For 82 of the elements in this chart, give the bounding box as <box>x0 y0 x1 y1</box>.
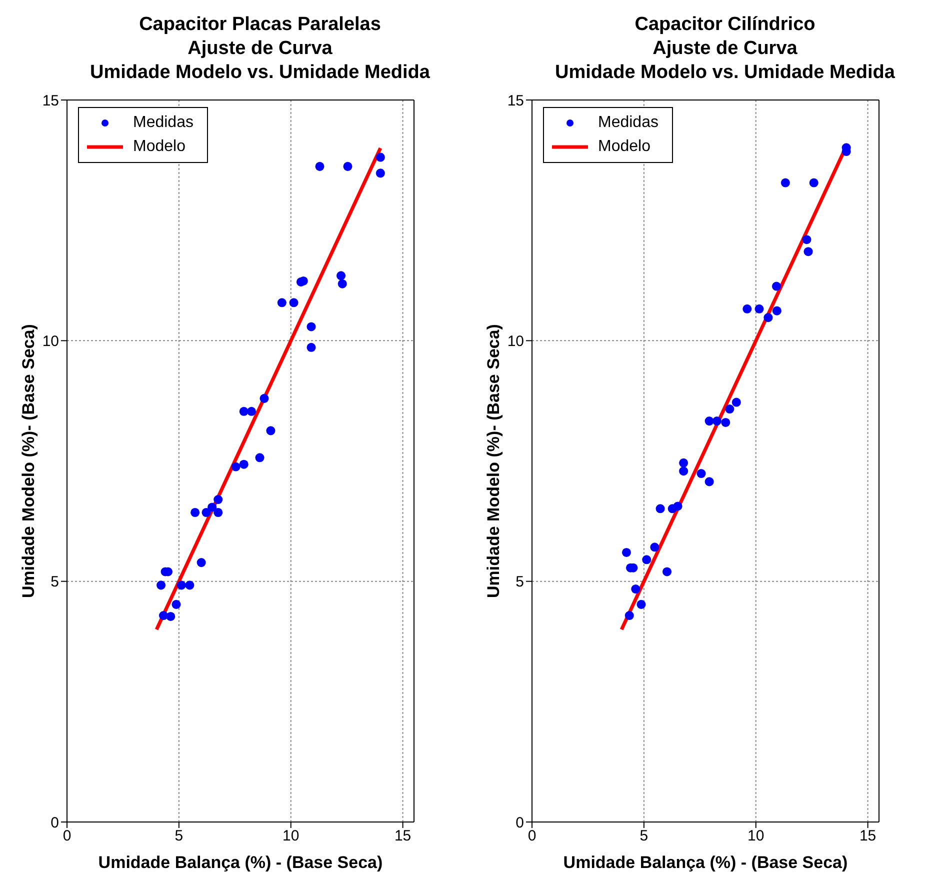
y-tick-label: 15 <box>42 92 59 110</box>
point <box>742 304 752 314</box>
y-tick-label: 5 <box>516 574 524 591</box>
point <box>289 298 298 308</box>
point <box>266 426 276 436</box>
x-axis-title: Umidade Balança (%) - (Base Seca) <box>98 853 383 872</box>
point <box>343 162 352 171</box>
point <box>202 508 211 518</box>
legend-label: Medidas <box>133 113 194 133</box>
point <box>772 282 781 291</box>
point <box>306 322 316 332</box>
x-tick-label: 15 <box>859 828 876 845</box>
legend-label: Modelo <box>133 137 186 157</box>
x-tick-label: 10 <box>282 828 300 845</box>
point <box>802 235 812 244</box>
x-tick-label: 15 <box>394 828 412 845</box>
point <box>704 416 714 426</box>
point <box>636 600 646 609</box>
point <box>780 178 790 188</box>
point <box>772 306 782 316</box>
x-tick-label: 0 <box>62 828 72 845</box>
point <box>754 304 764 314</box>
point <box>156 580 166 590</box>
point <box>255 453 264 462</box>
point <box>704 477 714 486</box>
x-tick-label: 5 <box>640 828 648 845</box>
point <box>260 394 269 403</box>
point <box>650 542 660 552</box>
x-tick-label: 0 <box>528 828 536 845</box>
point <box>679 466 688 476</box>
point <box>277 298 286 308</box>
point <box>246 406 256 416</box>
point <box>656 504 665 514</box>
y-tick-label: 0 <box>516 814 524 832</box>
point <box>185 580 194 590</box>
point <box>622 548 631 557</box>
point <box>196 558 206 568</box>
y-tick-label: 10 <box>42 332 59 350</box>
point <box>338 279 347 288</box>
point <box>306 342 316 352</box>
point <box>725 404 734 414</box>
x-tick-label: 10 <box>748 828 764 845</box>
point <box>239 406 248 416</box>
x-tick-label: 5 <box>174 828 184 845</box>
point <box>214 495 223 504</box>
point <box>804 247 813 256</box>
point <box>239 460 248 469</box>
point <box>809 178 818 188</box>
y-tick-label: 0 <box>50 814 59 832</box>
point <box>696 469 706 478</box>
point <box>662 567 672 576</box>
point <box>712 416 722 426</box>
point <box>336 271 346 280</box>
point <box>190 508 200 518</box>
point <box>315 162 324 171</box>
y-tick-label: 5 <box>50 574 59 591</box>
point <box>673 502 682 511</box>
chart-title: Capacitor Placas Paralelas Ajuste de Curva Umidade Modelo vs. Umidade Medida <box>90 14 430 83</box>
point <box>631 584 640 594</box>
point <box>214 508 223 518</box>
point <box>721 418 730 427</box>
point <box>172 600 181 609</box>
point <box>208 502 217 512</box>
y-tick-label: 10 <box>507 332 524 350</box>
point <box>764 313 773 322</box>
y-tick-label: 15 <box>507 92 524 110</box>
y-axis-title: Umidade Modelo (%)- (Base Seca) <box>484 324 504 598</box>
chart-title: Capacitor Cilíndrico Ajuste de Curva Umidade Modelo vs. Umidade Medida <box>555 14 896 83</box>
point <box>376 168 385 178</box>
point <box>642 555 652 564</box>
point <box>166 612 176 621</box>
legend-label: Modelo <box>598 137 650 157</box>
point <box>231 462 240 472</box>
y-axis-title: Umidade Modelo (%)- (Base Seca) <box>19 324 38 598</box>
point <box>376 152 385 162</box>
point <box>176 580 186 590</box>
legend-label: Medidas <box>598 113 658 133</box>
point <box>679 458 688 468</box>
point <box>624 611 634 620</box>
x-axis-title: Umidade Balança (%) - (Base Seca) <box>563 853 848 872</box>
point <box>732 398 741 407</box>
point <box>158 611 168 620</box>
